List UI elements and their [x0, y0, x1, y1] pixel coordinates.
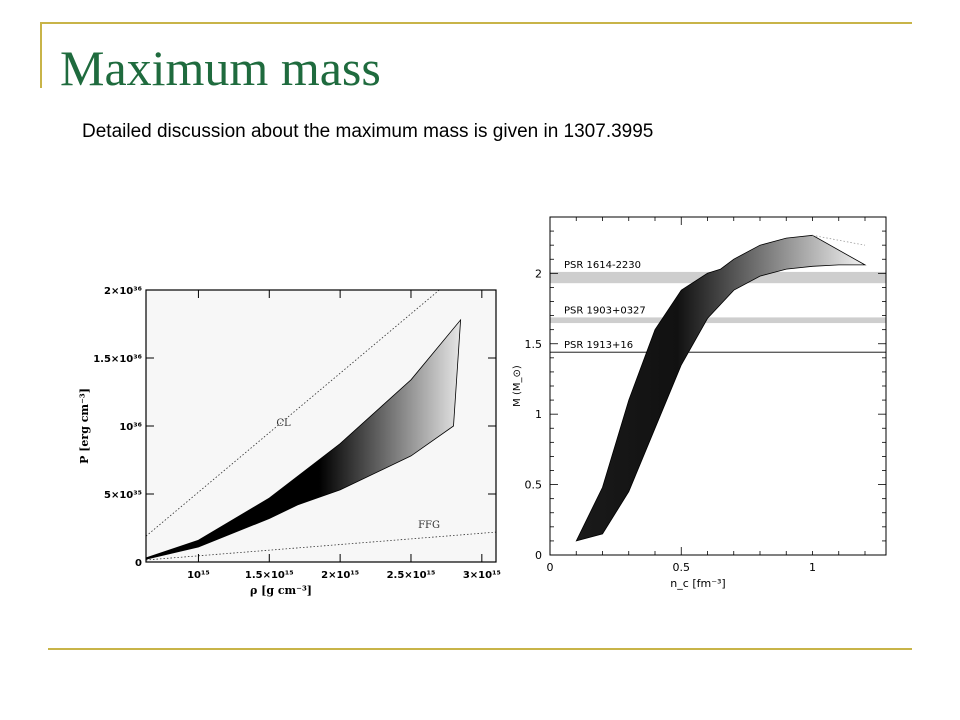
chart-background	[508, 215, 890, 590]
y-tick-label-3: 1.5	[525, 338, 543, 351]
constraint-label-psr-1903-0327: PSR 1903+0327	[564, 305, 646, 316]
line-ffg	[145, 531, 497, 561]
annotation-ffg: FFG	[418, 520, 440, 531]
y-tick-label-1: 5×10³⁵	[104, 490, 142, 501]
mass-density-chart: PSR 1614-2230 PSR 1903+0327 PSR 1913+16 0 0.…	[508, 215, 890, 590]
mass-band-0	[575, 234, 867, 542]
x-tick-label-2: 2×10¹⁵	[321, 570, 359, 581]
line-cl	[145, 289, 440, 537]
x-tick-label-0: 0	[547, 561, 554, 574]
y-tick-label-2: 10³⁶	[119, 422, 142, 433]
y-tick-label-4: 2×10³⁶	[104, 286, 142, 297]
pressure-density-chart: CL FFG 10¹⁵ 1.5×10¹⁵ 2×10¹⁵ 2.5×10¹⁵ 3×10¹⁵ 0 5×…	[78, 286, 501, 597]
y-axis-label: M (M_⊙)	[512, 365, 523, 407]
y-tick-label-1: 0.5	[525, 479, 543, 492]
x-axis-label: ρ [g cm⁻³]	[250, 584, 312, 597]
x-axis-label: n_c [fm⁻³]	[670, 577, 725, 590]
constraint-band-psr-1903-0327	[550, 317, 886, 324]
x-tick-label-2: 1	[809, 561, 816, 574]
x-tick-label-0: 10¹⁵	[187, 570, 210, 581]
y-tick-label-2: 1	[535, 408, 542, 421]
slide-subtitle: Detailed discussion about the maximum ma…	[82, 121, 654, 142]
y-tick-label-0: 0	[535, 549, 542, 562]
slide-title: Maximum mass	[60, 40, 381, 96]
constraint-label-psr-1913-16: PSR 1913+16	[564, 340, 633, 351]
x-tick-label-1: 0.5	[673, 561, 691, 574]
constraint-label-psr-1614-2230: PSR 1614-2230	[564, 260, 641, 271]
y-tick-label-3: 1.5×10³⁶	[93, 354, 142, 365]
y-tick-label-4: 2	[535, 267, 542, 280]
slide-left-rule	[40, 22, 42, 88]
slide-bottom-rule	[48, 648, 912, 650]
y-tick-label-0: 0	[135, 558, 142, 569]
y-axis-label: P [erg cm⁻³]	[78, 388, 91, 464]
annotation-cl: CL	[276, 418, 291, 429]
eos-band-0	[145, 318, 462, 560]
x-tick-label-4: 3×10¹⁵	[463, 570, 501, 581]
slide-top-rule	[40, 22, 912, 24]
x-tick-label-3: 2.5×10¹⁵	[387, 570, 436, 581]
x-tick-label-1: 1.5×10¹⁵	[245, 570, 294, 581]
